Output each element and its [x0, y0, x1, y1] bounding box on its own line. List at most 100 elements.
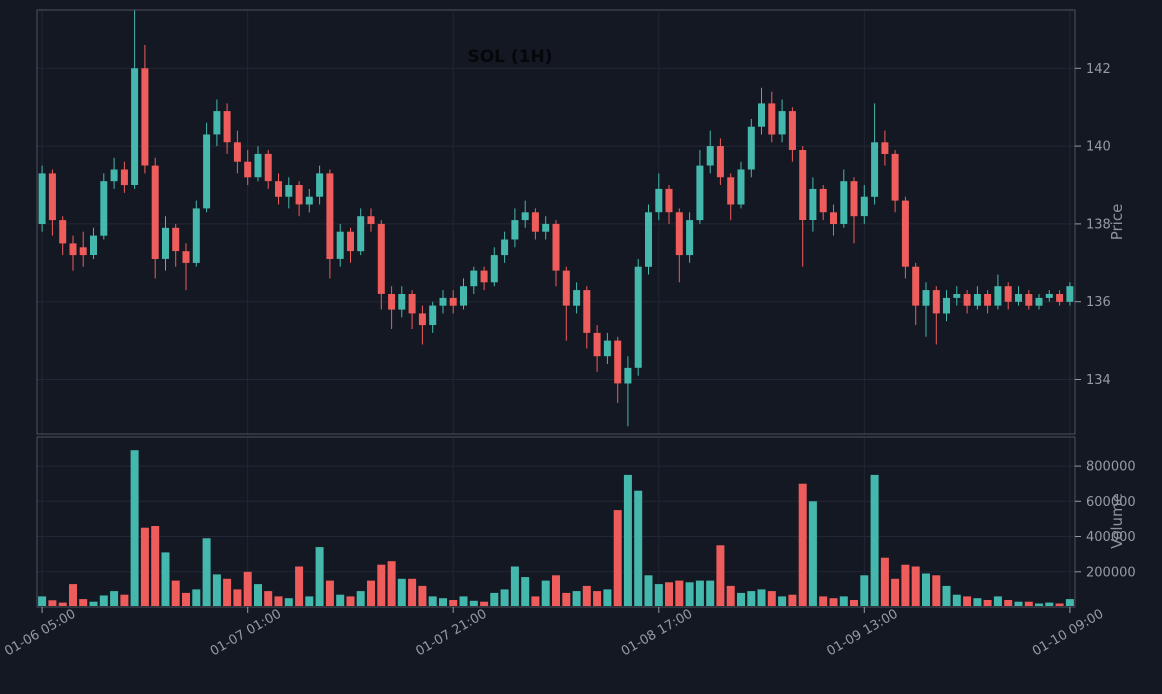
volume-bar [737, 592, 745, 606]
volume-bar [418, 585, 427, 606]
candle-body [162, 227, 169, 259]
candle-body [182, 251, 190, 263]
volume-bar [202, 538, 211, 606]
volume-bar [572, 591, 581, 606]
volume-tick-label: 800000 [1086, 460, 1136, 475]
candle-body [984, 294, 992, 306]
volume-bar [819, 596, 828, 606]
volume-bar [1055, 603, 1064, 606]
volume-bar [192, 589, 201, 606]
volume-bar [603, 589, 612, 606]
volume-bar [613, 510, 622, 606]
candle-body [850, 181, 858, 217]
volume-bar [325, 580, 334, 606]
volume-bar [48, 600, 57, 606]
candle-body [521, 212, 529, 221]
volume-bar [716, 545, 725, 606]
candle-body [326, 173, 334, 259]
price-tick-label: 136 [1086, 295, 1111, 310]
candle-body [408, 294, 416, 314]
candle-body [203, 134, 211, 209]
volume-bar [151, 526, 160, 606]
volume-bar [264, 591, 273, 606]
candle-body [480, 270, 488, 283]
candle-body [1056, 294, 1064, 302]
candle-body [1066, 286, 1074, 302]
volume-bar [531, 596, 540, 606]
volume-bar [305, 596, 314, 606]
volume-bar [623, 474, 632, 606]
volume-bar [839, 596, 848, 606]
candle-body [38, 173, 46, 224]
volume-bar [223, 578, 232, 606]
volume-bar [387, 561, 396, 606]
volume-bar [171, 580, 180, 606]
volume-bar [69, 584, 77, 606]
volume-bar [675, 580, 684, 606]
candle-body [994, 286, 1002, 306]
candle-body [675, 212, 683, 256]
candle-body [316, 173, 324, 197]
candle-body [881, 142, 889, 154]
volume-bar [983, 600, 992, 606]
volume-bar [654, 584, 663, 606]
candle-body [69, 243, 77, 256]
candle-body [254, 153, 262, 178]
volume-bar [788, 594, 797, 606]
candle-body [686, 220, 694, 256]
volume-bar [778, 596, 787, 606]
volume-bar [747, 591, 756, 606]
volume-bar [952, 594, 961, 606]
candle-body [860, 196, 868, 217]
candle-body [470, 270, 478, 287]
candle-body [593, 332, 601, 357]
candle-body [460, 286, 467, 306]
candle-body [1045, 294, 1053, 298]
candle-body [449, 297, 457, 306]
candles [38, 10, 1074, 427]
candle-body [655, 188, 663, 213]
volume-bar [1004, 600, 1013, 606]
candle-body [922, 290, 930, 306]
candle-body [1035, 297, 1043, 306]
candle-body [891, 153, 899, 201]
volume-bar [367, 580, 375, 606]
volume-bar [38, 596, 47, 606]
candle-body [388, 294, 396, 310]
volume-bar [685, 582, 694, 606]
volume-bar [336, 594, 345, 606]
candle-body [830, 212, 837, 224]
volume-bar [726, 585, 735, 606]
volume-bar [798, 483, 807, 606]
candle-body [973, 294, 981, 306]
volume-bar [346, 596, 355, 606]
volume-bar [274, 596, 283, 606]
volume-bar [212, 574, 221, 606]
candle-body [336, 231, 344, 259]
price-axis-label: Price [1108, 204, 1126, 241]
candle-body [932, 290, 940, 314]
volume-bar [79, 599, 88, 606]
price-tick-label: 138 [1086, 217, 1111, 232]
volume-bar [58, 602, 67, 606]
volume-bar [110, 591, 119, 606]
volume-bar [120, 594, 129, 606]
volume-bar [911, 566, 920, 606]
candle-body [347, 231, 354, 252]
volume-bar [243, 571, 252, 606]
volume-bar [767, 591, 776, 606]
volume-bar [295, 566, 304, 606]
candle-body [542, 223, 550, 232]
volume-bar [706, 580, 715, 606]
volume-bar [829, 598, 838, 606]
candle-body [490, 255, 498, 283]
price-tick-label: 140 [1086, 140, 1111, 155]
volume-bar [254, 584, 262, 606]
volume-bar [449, 600, 458, 606]
candle-body [110, 169, 118, 182]
candle-body [305, 196, 313, 205]
volume-bar [552, 575, 560, 606]
candle-body [429, 305, 437, 325]
